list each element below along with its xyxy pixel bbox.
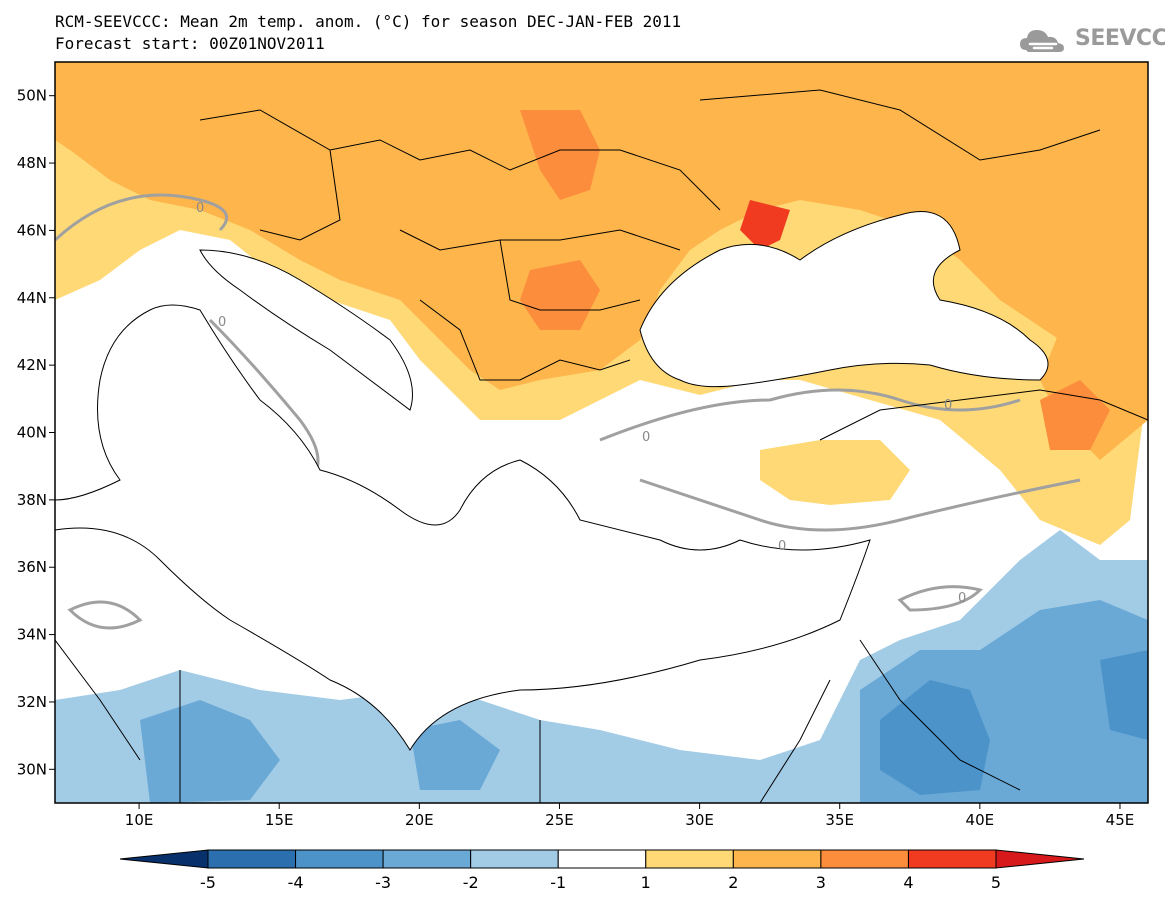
- lat-label: 50N: [17, 87, 47, 105]
- lat-label: 40N: [17, 424, 47, 442]
- colorbar-segment: [645, 849, 734, 869]
- colorbar-segment: [382, 849, 472, 869]
- forecast-start-label: Forecast start: 00Z01NOV2011: [55, 34, 325, 53]
- contour-label: 0: [778, 539, 786, 554]
- cold-anomaly-3to4: [880, 680, 990, 795]
- lon-label: 40E: [966, 811, 995, 829]
- country-borders: [55, 89, 1148, 803]
- colorbar-tick-label: 4: [903, 873, 913, 892]
- contour-label: 0: [944, 398, 952, 413]
- sea-areas: [55, 211, 1049, 751]
- colorbar-tick-label: -2: [463, 873, 479, 892]
- colorbar-segment: [820, 849, 909, 869]
- lat-label: 32N: [17, 693, 47, 711]
- lon-label: 30E: [685, 811, 714, 829]
- contour-label: 0: [642, 430, 650, 445]
- latitude-axis: 50N 48N 46N 44N 42N 40N 38N 36N 34N 32N 30N: [17, 87, 55, 778]
- lon-label: 15E: [265, 811, 294, 829]
- contour-label: 0: [958, 591, 966, 606]
- colorbar-segment: [557, 849, 647, 869]
- colorbar-tick-label: -1: [550, 873, 566, 892]
- lon-label: 45E: [1106, 811, 1135, 829]
- lat-label: 34N: [17, 626, 47, 644]
- colorbar-tick-label: -4: [288, 873, 304, 892]
- colorbar-over-arrow: [995, 849, 1085, 869]
- contour-label: 0: [196, 201, 204, 216]
- cloud-icon: [1020, 30, 1064, 52]
- cold-anomaly-2to3: [140, 700, 280, 803]
- warm-anomaly-4to5: [740, 200, 790, 250]
- warm-anomaly-3to4: [520, 110, 600, 200]
- colorbar-segment: [907, 849, 997, 869]
- lat-label: 30N: [17, 760, 47, 778]
- mediterranean-sea: [55, 304, 871, 751]
- colorbar-tick-label: -3: [375, 873, 391, 892]
- colorbar-tick-label: 3: [816, 873, 826, 892]
- zero-contours: [55, 193, 1081, 630]
- map-title: RCM-SEEVCCC: Mean 2m temp. anom. (°C) fo…: [55, 12, 682, 31]
- lon-label: 25E: [545, 811, 574, 829]
- adriatic-sea: [199, 249, 413, 411]
- colorbar: -5 -4 -3 -2 -1 1 2 3 4 5: [119, 849, 1085, 892]
- lon-label: 20E: [405, 811, 434, 829]
- lon-label: 35E: [825, 811, 854, 829]
- cold-anomaly-2to3-b: [410, 720, 500, 790]
- lat-label: 42N: [17, 356, 47, 374]
- warm-anomaly-anatolia: [760, 440, 910, 505]
- colorbar-segment: [732, 849, 822, 869]
- colorbar-tick-label: -5: [200, 873, 216, 892]
- longitude-axis: 10E 15E 20E 25E 30E 35E 40E 45E: [125, 803, 1134, 829]
- colorbar-tick-label: 2: [728, 873, 738, 892]
- lat-label: 36N: [17, 558, 47, 576]
- lat-label: 38N: [17, 491, 47, 509]
- cold-anomaly-3to4-b: [1100, 650, 1148, 740]
- colorbar-under-arrow: [119, 849, 209, 869]
- colorbar-tick-label: 5: [991, 873, 1001, 892]
- lat-label: 48N: [17, 154, 47, 172]
- contour-label: 0: [218, 315, 226, 330]
- black-sea: [639, 211, 1049, 388]
- map-field: 0 0 0 0 0 0: [55, 62, 1148, 803]
- warm-anomaly-3to4-c: [1040, 380, 1110, 450]
- warm-anomaly-2to3: [55, 62, 1148, 390]
- colorbar-tick-label: 1: [641, 873, 651, 892]
- colorbar-segment: [207, 849, 297, 869]
- lat-label: 44N: [17, 289, 47, 307]
- logo-text: SEEVCCC: [1075, 26, 1165, 51]
- colorbar-segment: [470, 849, 559, 869]
- lon-label: 10E: [125, 811, 154, 829]
- colorbar-segment: [295, 849, 384, 869]
- warm-anomaly-3to4-b: [520, 260, 600, 330]
- lat-label: 46N: [17, 221, 47, 239]
